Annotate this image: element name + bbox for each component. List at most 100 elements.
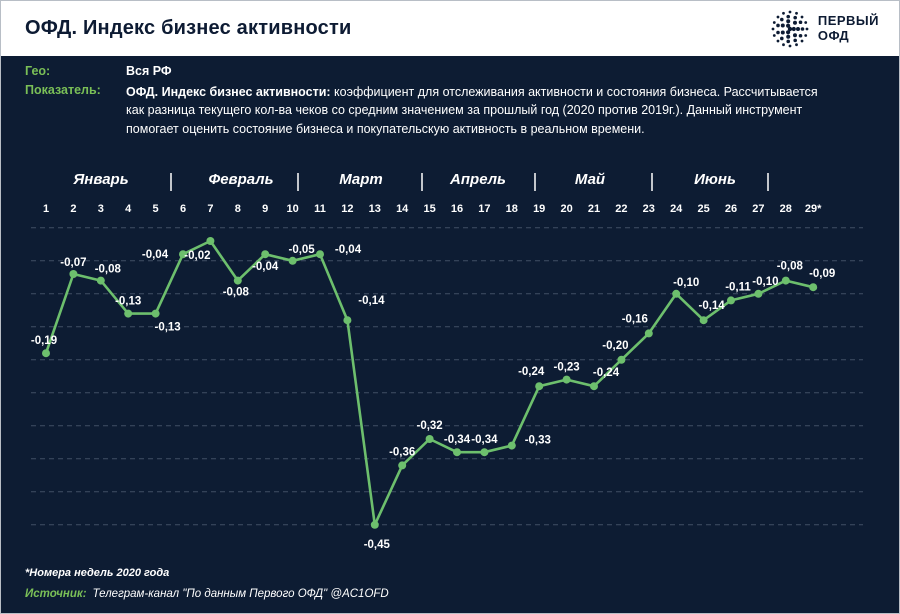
- geo-label: Гео:: [25, 64, 51, 78]
- chart-point-label: -0,19: [31, 335, 57, 347]
- chart-point-label: -0,34: [444, 434, 471, 446]
- week-tick: 6: [179, 203, 187, 215]
- chart-point-label: -0,36: [389, 446, 415, 458]
- chart-point-label: -0,08: [223, 287, 250, 299]
- chart-point: [562, 375, 571, 384]
- week-tick: 13: [368, 203, 381, 215]
- week-tick: 12: [341, 203, 354, 215]
- chart-point: [453, 448, 461, 457]
- week-tick: 24: [670, 203, 683, 215]
- week-tick: 28: [779, 203, 792, 215]
- month-label: Апрель: [450, 171, 506, 188]
- months-axis: Январь Февраль Март Апрель Май Июнь: [1, 171, 899, 195]
- chart-point-label: -0,24: [593, 367, 620, 379]
- week-tick: 18: [505, 203, 518, 215]
- week-tick: 16: [450, 203, 464, 215]
- chart-point: [727, 296, 735, 305]
- indicator-description-body: коэффициент для отслеживания активности …: [126, 85, 818, 136]
- chart-point-label: -0,08: [95, 264, 122, 276]
- header: ОФД. Индекс бизнес активности ПЕРВЫЙ ОФД: [1, 1, 899, 56]
- chart-point-label: -0,07: [60, 257, 86, 269]
- week-tick: 9: [262, 203, 269, 215]
- chart-point-label: -0,11: [725, 281, 751, 293]
- weeks-footnote: *Номера недель 2020 года: [25, 567, 170, 579]
- chart-point: [124, 309, 133, 318]
- indicator-row: Показатель: ОФД. Индекс бизнес активност…: [25, 83, 855, 138]
- chart-point-label: -0,04: [142, 249, 169, 261]
- week-tick: 29*: [804, 203, 822, 215]
- week-tick: 25: [697, 203, 710, 215]
- chart-point-label: -0,20: [602, 340, 628, 352]
- chart-point: [535, 382, 544, 391]
- chart-point: [96, 276, 105, 285]
- chart-point-label: -0,45: [364, 539, 391, 551]
- chart-point-label: -0,04: [335, 244, 362, 256]
- chart-point: [42, 349, 50, 358]
- indicator-label: Показатель:: [25, 83, 101, 97]
- line-chart: -0,19 -0,07 -0,08 -0,13 -0,13 -0,04 -0,02 -0,08…: [31, 227, 863, 551]
- chart-point: [672, 289, 681, 298]
- chart-point: [699, 316, 708, 325]
- logo-text: ПЕРВЫЙ ОФД: [817, 12, 879, 43]
- chart-point: [179, 250, 187, 259]
- week-tick: 23: [642, 203, 655, 215]
- month-label: Июнь: [694, 171, 736, 188]
- logo-line1: ПЕРВЫЙ: [817, 12, 879, 28]
- week-tick: 19: [533, 203, 546, 215]
- chart-point-label: -0,10: [752, 276, 778, 288]
- chart-point: [809, 283, 818, 292]
- chart-point: [754, 289, 763, 298]
- week-tick: 15: [423, 203, 436, 215]
- chart-point: [261, 250, 270, 259]
- week-tick: 27: [752, 203, 765, 215]
- logo-line2: ОФД: [817, 27, 850, 43]
- chart-point-label: -0,24: [518, 366, 545, 378]
- chart-point-label: -0,33: [525, 435, 551, 447]
- weeks-axis: 1 2 3 4 5 6 7 8 9 10 11 12 13 14 15 16 17 18 19 20 21 22 23 24 2…: [1, 203, 899, 219]
- week-tick: 2: [70, 203, 77, 215]
- chart-point: [480, 448, 489, 457]
- info-panel: Гео: Вся РФ Показатель: ОФД. Индекс бизн…: [25, 64, 855, 143]
- chart-point-label: -0,04: [252, 261, 279, 273]
- week-tick: 26: [724, 203, 738, 215]
- week-tick: 7: [207, 203, 214, 215]
- chart-point: [233, 276, 242, 285]
- chart-point: [69, 270, 78, 278]
- month-separator: [534, 173, 536, 191]
- chart-point-label: -0,16: [622, 313, 648, 325]
- chart-point-label: -0,09: [809, 268, 835, 280]
- week-tick: 1: [42, 203, 50, 215]
- month-separator: [297, 173, 299, 191]
- dotted-globe-icon: [771, 10, 809, 47]
- chart-point: [288, 256, 297, 265]
- chart-point-label: -0,02: [184, 250, 210, 262]
- geo-row: Гео: Вся РФ: [25, 64, 855, 78]
- chart-point-label: -0,14: [358, 295, 385, 307]
- chart-point: [343, 316, 352, 325]
- chart-point: [507, 441, 516, 450]
- week-tick: 17: [478, 203, 491, 215]
- chart-point: [590, 382, 598, 391]
- chart-point: [644, 329, 653, 338]
- chart-point: [151, 309, 160, 318]
- week-tick: 21: [587, 203, 601, 215]
- chart-point-label: -0,32: [416, 420, 442, 432]
- month-separator: [170, 173, 172, 191]
- chart-point-label: -0,10: [673, 277, 699, 289]
- page-title: ОФД. Индекс бизнес активности: [25, 17, 352, 39]
- month-label: Май: [574, 171, 606, 188]
- source-label: Источник:: [25, 588, 87, 600]
- chart-point-label: -0,34: [471, 434, 498, 446]
- source-text: Телеграм-канал "По данным Первого ОФД" @…: [92, 588, 389, 600]
- chart-point-label: -0,13: [154, 322, 180, 334]
- week-tick: 22: [615, 203, 628, 215]
- chart-point: [370, 520, 379, 529]
- chart-point: [617, 355, 626, 364]
- month-separator: [421, 173, 423, 191]
- indicator-description-bold: ОФД. Индекс бизнес активности:: [126, 85, 331, 99]
- chart-point-label: -0,08: [777, 261, 804, 273]
- month-label: Март: [339, 171, 383, 188]
- week-tick: 10: [286, 203, 299, 215]
- first-ofd-logo: ПЕРВЫЙ ОФД: [770, 9, 879, 49]
